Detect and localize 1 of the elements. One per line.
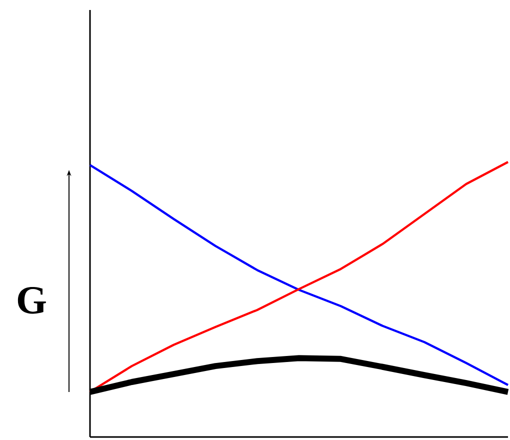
y-axis-title: G — [18, 286, 46, 314]
